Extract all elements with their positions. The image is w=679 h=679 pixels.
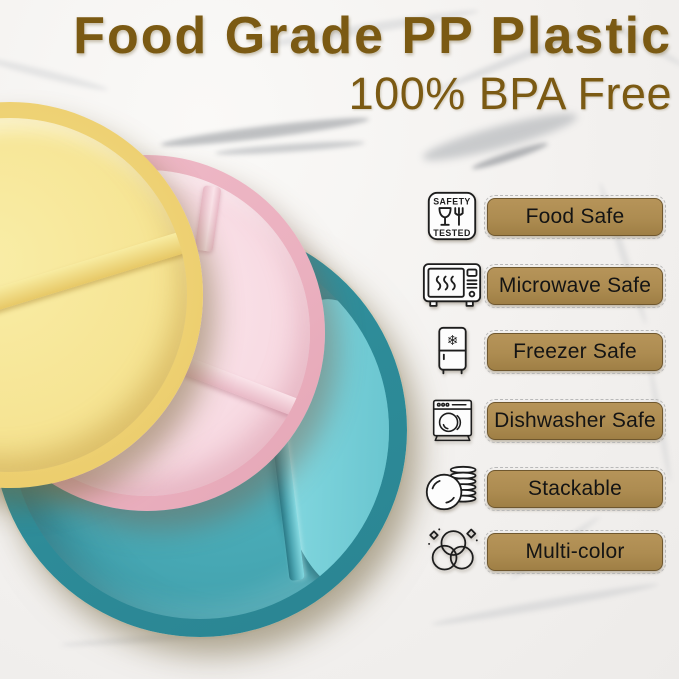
pink-plate-divider (181, 356, 310, 427)
stacked-plates-icon (414, 465, 490, 512)
sparkle-icon (465, 528, 476, 539)
snowflake-glyph: ❄ (446, 333, 457, 349)
feature-label-pill: Freezer Safe (484, 330, 666, 374)
feature-list: SAFETY TESTED Food Safe (410, 0, 679, 679)
feature-label-pill: Stackable (484, 467, 666, 511)
feature-label-pill: Multi-color (484, 530, 666, 574)
page-subtitle: 100% BPA Free (348, 68, 672, 119)
feature-label: Dishwasher Safe (494, 409, 656, 432)
feature-row-microwave-safe: Microwave Safe (410, 257, 679, 313)
feature-label: Multi-color (525, 540, 625, 563)
header: Food Grade PP Plastic 100% BPA Free (73, 10, 672, 116)
feature-label: Microwave Safe (498, 274, 652, 297)
marble-vein (214, 138, 366, 158)
feature-row-multi-color: Multi-color (410, 523, 679, 579)
feature-label: Food Safe (525, 205, 625, 228)
feature-label: Stackable (527, 477, 623, 500)
pink-plate-divider (194, 185, 222, 253)
microwave-icon (414, 261, 490, 310)
safety-icon-bottom-text: TESTED (433, 228, 471, 238)
dishwasher-icon (414, 397, 490, 444)
feature-row-stackable: Stackable (410, 460, 679, 516)
feature-row-dishwasher-safe: Dishwasher Safe (410, 392, 679, 448)
feature-row-freezer-safe: ❄ Freezer Safe (410, 323, 679, 379)
sparkle-icon (428, 530, 439, 540)
marble-vein (160, 113, 370, 151)
feature-label-pill: Food Safe (484, 195, 666, 239)
page-title: Food Grade PP Plastic (73, 7, 672, 65)
safety-icon-top-text: SAFETY (433, 196, 471, 206)
multi-color-circles-icon (414, 525, 490, 578)
feature-row-food-safe: SAFETY TESTED Food Safe (410, 188, 679, 244)
feature-label-pill: Dishwasher Safe (484, 399, 666, 443)
feature-label: Freezer Safe (513, 340, 637, 363)
freezer-icon: ❄ (414, 326, 490, 377)
feature-label-pill: Microwave Safe (484, 264, 666, 308)
safety-tested-icon: SAFETY TESTED (414, 190, 490, 242)
yellow-plate-divider (0, 228, 187, 362)
